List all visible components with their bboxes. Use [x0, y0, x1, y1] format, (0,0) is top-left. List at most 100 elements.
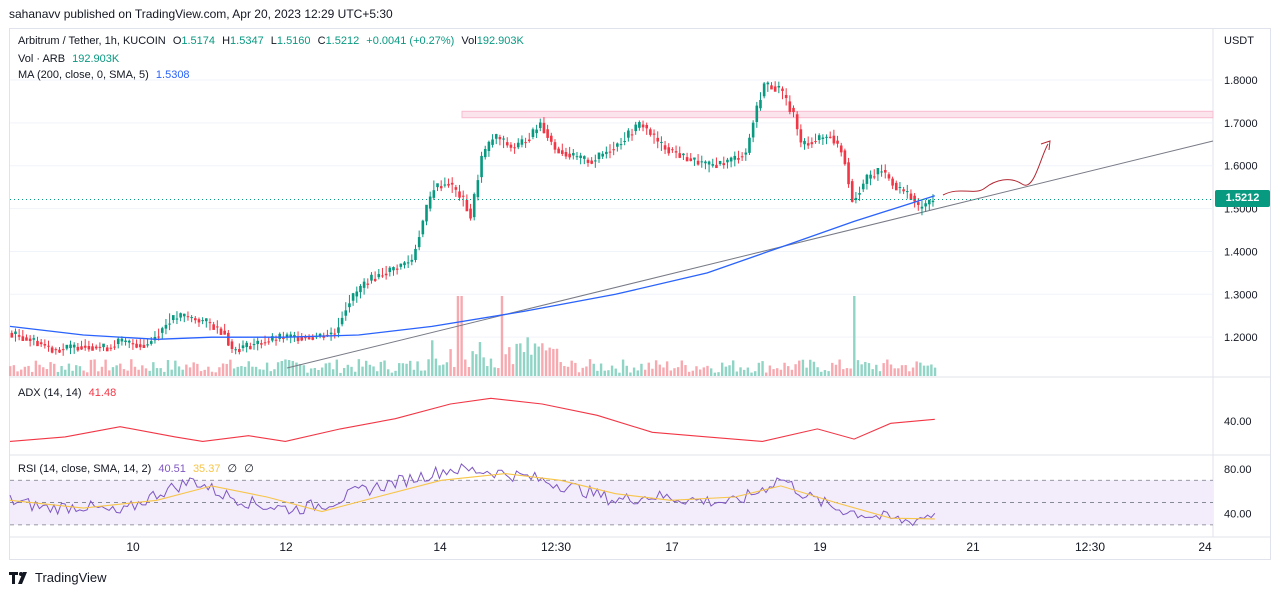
- volume-bar: [610, 365, 614, 376]
- volume-bar: [390, 372, 394, 376]
- candle-body: [149, 341, 153, 344]
- volume-bar: [731, 360, 735, 376]
- change-value: +0.0041 (+0.27%): [366, 35, 455, 47]
- candle-body: [535, 129, 538, 134]
- volume-bar: [405, 363, 408, 376]
- volume-bar: [174, 360, 177, 376]
- volume-bar: [111, 367, 115, 376]
- volume-bar: [383, 360, 386, 376]
- volume-bar: [475, 354, 478, 376]
- candle-body: [594, 160, 597, 162]
- volume-bar: [875, 364, 878, 376]
- candle-body: [825, 136, 828, 138]
- candle-body: [142, 344, 146, 349]
- candle-body: [76, 346, 80, 351]
- candle-body: [685, 157, 689, 162]
- volume-bar: [640, 363, 643, 376]
- time-tick-label: 17: [665, 540, 679, 554]
- volume-bar: [632, 367, 636, 376]
- candle-body: [127, 340, 131, 343]
- volume-bar: [930, 364, 933, 376]
- candle-body: [98, 346, 102, 348]
- candle-body: [806, 143, 810, 146]
- candle-body: [861, 183, 865, 190]
- candle-body: [274, 339, 278, 341]
- tradingview-logo-icon: [9, 571, 27, 584]
- volume-bar: [298, 364, 302, 376]
- volume-legend[interactable]: Vol · ARB 192.903K: [18, 53, 123, 65]
- volume-bar: [218, 367, 221, 376]
- footer-brand[interactable]: TradingView: [9, 570, 107, 585]
- volume-bar: [31, 371, 34, 376]
- volume-bar: [306, 372, 309, 376]
- volume-value: 192.903K: [72, 53, 120, 65]
- volume-bar: [192, 362, 195, 376]
- candle-body: [160, 328, 164, 333]
- candle-body: [285, 334, 289, 338]
- volume-bar: [199, 371, 203, 376]
- candle-body: [340, 317, 344, 325]
- volume-bar: [933, 367, 937, 376]
- time-tick-label: 19: [813, 540, 827, 554]
- symbol-label[interactable]: Arbitrum / Tether, 1h, KUCOIN: [18, 35, 166, 47]
- current-price-badge: 1.5212: [1215, 190, 1270, 207]
- volume-bar: [133, 366, 137, 376]
- candle-body: [21, 336, 25, 341]
- volume-bar: [115, 365, 118, 376]
- volume-bar: [570, 360, 573, 376]
- candle-body: [190, 317, 193, 319]
- volume-bar: [148, 370, 151, 376]
- volume-bar: [625, 365, 628, 376]
- adx-legend[interactable]: ADX (14, 14) 41.48: [18, 387, 120, 399]
- candle-body: [403, 262, 406, 266]
- chart-frame: [9, 28, 1271, 560]
- candle-body: [392, 267, 395, 271]
- volume-bar: [280, 360, 283, 376]
- candle-body: [491, 139, 494, 145]
- candle-body: [483, 148, 487, 158]
- candle-body: [263, 342, 267, 344]
- candle-body: [773, 86, 777, 92]
- candle-body: [25, 337, 28, 341]
- volume-bar: [845, 368, 849, 376]
- volume-bar: [574, 362, 577, 376]
- volume-bar: [790, 369, 794, 376]
- candle-body: [219, 328, 223, 335]
- volume-bar: [214, 372, 217, 376]
- volume-bar: [651, 368, 654, 376]
- candle-body: [157, 336, 160, 338]
- rsi-legend[interactable]: RSI (14, close, SMA, 14, 2) 40.51 35.37 …: [18, 462, 258, 475]
- adx-value: 41.48: [88, 387, 117, 399]
- volume-bar: [765, 372, 768, 376]
- volume-bar: [621, 359, 625, 376]
- volume-bar: [45, 369, 49, 376]
- candle-body: [707, 161, 711, 165]
- volume-bar: [878, 371, 882, 376]
- volume-bar: [511, 364, 515, 376]
- candle-body: [337, 327, 340, 333]
- candle-body: [909, 193, 913, 200]
- candle-body: [663, 145, 667, 150]
- candle-body: [722, 163, 726, 166]
- candle-body: [168, 323, 171, 325]
- volume-bar: [860, 364, 863, 376]
- volume-bar: [207, 366, 210, 376]
- volume-bar: [232, 368, 236, 376]
- candle-body: [300, 337, 304, 341]
- volume-bar: [130, 359, 133, 376]
- candle-body: [447, 183, 450, 186]
- candle-body: [865, 174, 869, 184]
- volume-bar: [181, 369, 184, 376]
- publisher-line: sahanavv published on TradingView.com, A…: [9, 7, 393, 21]
- candle-body: [641, 124, 645, 128]
- rsi-tick-label: 80.00: [1224, 464, 1252, 476]
- volume-bar: [100, 366, 104, 376]
- volume-bar: [842, 369, 845, 376]
- volume-bar: [673, 368, 676, 376]
- volume-bar: [434, 358, 438, 376]
- volume-bar: [438, 365, 441, 376]
- ma-legend[interactable]: MA (200, close, 0, SMA, 5) 1.5308: [18, 69, 194, 81]
- candle-body: [395, 268, 399, 270]
- volume-bar: [350, 366, 353, 376]
